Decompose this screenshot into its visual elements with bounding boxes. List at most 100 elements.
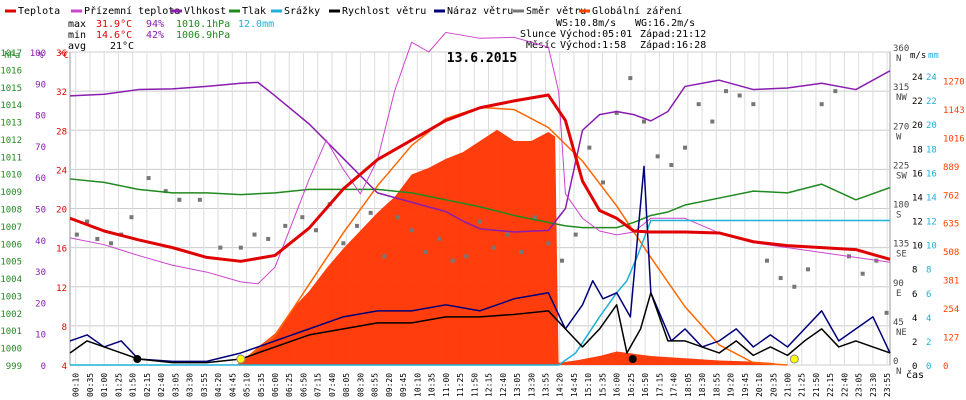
ms-axis-tick: 4 xyxy=(912,314,917,324)
wm2-axis-tick: 635 xyxy=(943,220,959,230)
wind-direction-point xyxy=(724,89,728,94)
wind-direction-point xyxy=(341,241,346,246)
x-tick-label: 11:25 xyxy=(456,373,465,397)
wind-direction-point xyxy=(478,219,482,224)
sunrise-sunset-marker xyxy=(236,354,246,364)
x-tick-label: 08:05 xyxy=(342,373,351,397)
mm-axis-tick: 10 xyxy=(926,242,937,252)
info-sun-label: Slunce xyxy=(520,29,556,40)
x-tick-label: 05:10 xyxy=(243,373,252,397)
stats-max-rain: 12.0mm xyxy=(238,19,274,30)
pct-axis-tick: 50 xyxy=(35,206,46,216)
x-tick-label: 12:40 xyxy=(499,373,508,397)
ms-axis-tick: 12 xyxy=(912,218,923,228)
x-tick-label: 07:40 xyxy=(328,373,337,397)
wm2-axis-tick: 889 xyxy=(943,163,959,173)
x-tick-label: 05:35 xyxy=(257,373,266,397)
series-line-n-raz-v-tru xyxy=(69,165,891,363)
wind-direction-point xyxy=(95,236,100,241)
x-tick-label: 23:05 xyxy=(855,373,864,397)
mm-axis-tick: 14 xyxy=(926,193,937,203)
series-line-p-zemn-teplota xyxy=(69,31,891,285)
series-line-teplota xyxy=(69,93,891,263)
direction-axis-label: N xyxy=(896,367,901,377)
direction-axis-tick: 180 xyxy=(893,201,909,211)
wind-direction-point xyxy=(560,258,564,263)
wind-direction-point xyxy=(806,267,810,272)
ms-axis-tick: 6 xyxy=(912,290,917,300)
mm-axis-tick: 4 xyxy=(926,314,931,324)
hpa-axis-tick: 1001 xyxy=(0,327,22,337)
wind-direction-point xyxy=(778,276,783,281)
x-tick-label: 18:30 xyxy=(698,373,707,397)
ms-axis-tick: 24 xyxy=(912,73,923,83)
stats-max-temp: 31.9°C xyxy=(96,19,132,30)
celsius-axis-tick: 36 xyxy=(56,49,67,59)
legend-label: Srážky xyxy=(284,5,320,17)
x-tick-label: 04:20 xyxy=(214,373,223,397)
celsius-axis-tick: 28 xyxy=(56,127,67,137)
direction-axis-label: NW xyxy=(896,93,907,103)
mm-axis-tick: 0 xyxy=(926,362,931,372)
wind-direction-point xyxy=(177,197,182,202)
x-tick-label: 01:50 xyxy=(129,373,138,397)
legend: Teplota Přízemní teplota Vlhkost Tlak Srážky… xyxy=(5,5,682,17)
ms-axis-tick: 22 xyxy=(912,97,923,107)
wind-direction-point xyxy=(450,258,455,263)
pct-axis-tick: 60 xyxy=(35,174,46,184)
x-tick-label: 18:05 xyxy=(684,373,693,397)
wind-direction-point xyxy=(792,284,797,289)
stats-min-press: 1006.9hPa xyxy=(176,30,230,41)
wind-direction-point xyxy=(85,219,90,224)
celsius-axis-tick: 20 xyxy=(56,206,67,216)
moonrise-moonset-marker xyxy=(133,355,142,363)
x-tick-label: 08:30 xyxy=(356,373,365,397)
hpa-axis-tick: 1011 xyxy=(0,153,22,163)
stats-min-temp: 14.6°C xyxy=(96,30,132,41)
stats-min-label: min xyxy=(68,30,86,41)
x-tick-label: 15:10 xyxy=(584,373,593,397)
stats-block: max 31.9°C 94% 1010.1hPa 12.0mm min 14.6… xyxy=(68,19,274,52)
wind-direction-point xyxy=(197,197,202,202)
wind-direction-point xyxy=(355,223,359,228)
x-tick-label: 16:00 xyxy=(613,373,622,397)
hpa-axis-tick: 1000 xyxy=(0,345,22,355)
info-moon-set: Západ:16:28 xyxy=(640,39,706,51)
direction-axis-tick: 90 xyxy=(893,279,904,289)
mm-axis-tick: 24 xyxy=(926,73,937,83)
wind-direction-point xyxy=(109,241,113,246)
moonrise-moonset-marker xyxy=(628,355,637,363)
stats-avg-temp: 21°C xyxy=(110,41,134,52)
hpa-axis-unit: hPa xyxy=(4,51,20,61)
wind-direction-point xyxy=(519,249,523,254)
pct-axis-tick: 70 xyxy=(35,143,46,153)
x-tick-label: 01:00 xyxy=(100,373,109,397)
info-sun-rise: Východ:05:01 xyxy=(560,28,632,40)
celsius-axis-tick: 4 xyxy=(62,362,67,372)
wind-direction-point xyxy=(819,102,824,107)
wm2-axis-tick: 381 xyxy=(943,277,959,287)
x-tick-label: 19:45 xyxy=(741,373,750,397)
wm2-axis-tick: 508 xyxy=(943,248,959,258)
stats-avg-label: avg xyxy=(68,41,86,52)
wind-direction-point xyxy=(751,102,756,107)
pct-axis-tick: 80 xyxy=(35,112,46,122)
x-tick-label: 17:15 xyxy=(655,373,664,397)
mm-axis-tick: 2 xyxy=(926,338,931,348)
x-tick-label: 22:15 xyxy=(826,373,835,397)
hpa-axis-tick: 1006 xyxy=(0,240,22,250)
wind-direction-point xyxy=(314,228,318,233)
x-tick-label: 13:30 xyxy=(527,373,536,397)
series-line-tlak xyxy=(69,178,891,229)
direction-axis-label: S xyxy=(896,211,901,221)
wind-direction-point xyxy=(368,210,373,215)
x-tick-label: 00:35 xyxy=(86,373,95,397)
series-line-glob-ln-z-en-teoretick- xyxy=(236,106,788,366)
wind-direction-point xyxy=(546,241,551,246)
x-tick-label: 01:25 xyxy=(114,373,123,397)
info-sun-set: Západ:21:12 xyxy=(640,28,706,40)
wind-direction-point xyxy=(669,163,674,168)
x-tick-label: 09:20 xyxy=(385,373,394,397)
pct-axis-unit: % xyxy=(38,51,44,61)
legend-label: Teplota xyxy=(18,6,60,17)
